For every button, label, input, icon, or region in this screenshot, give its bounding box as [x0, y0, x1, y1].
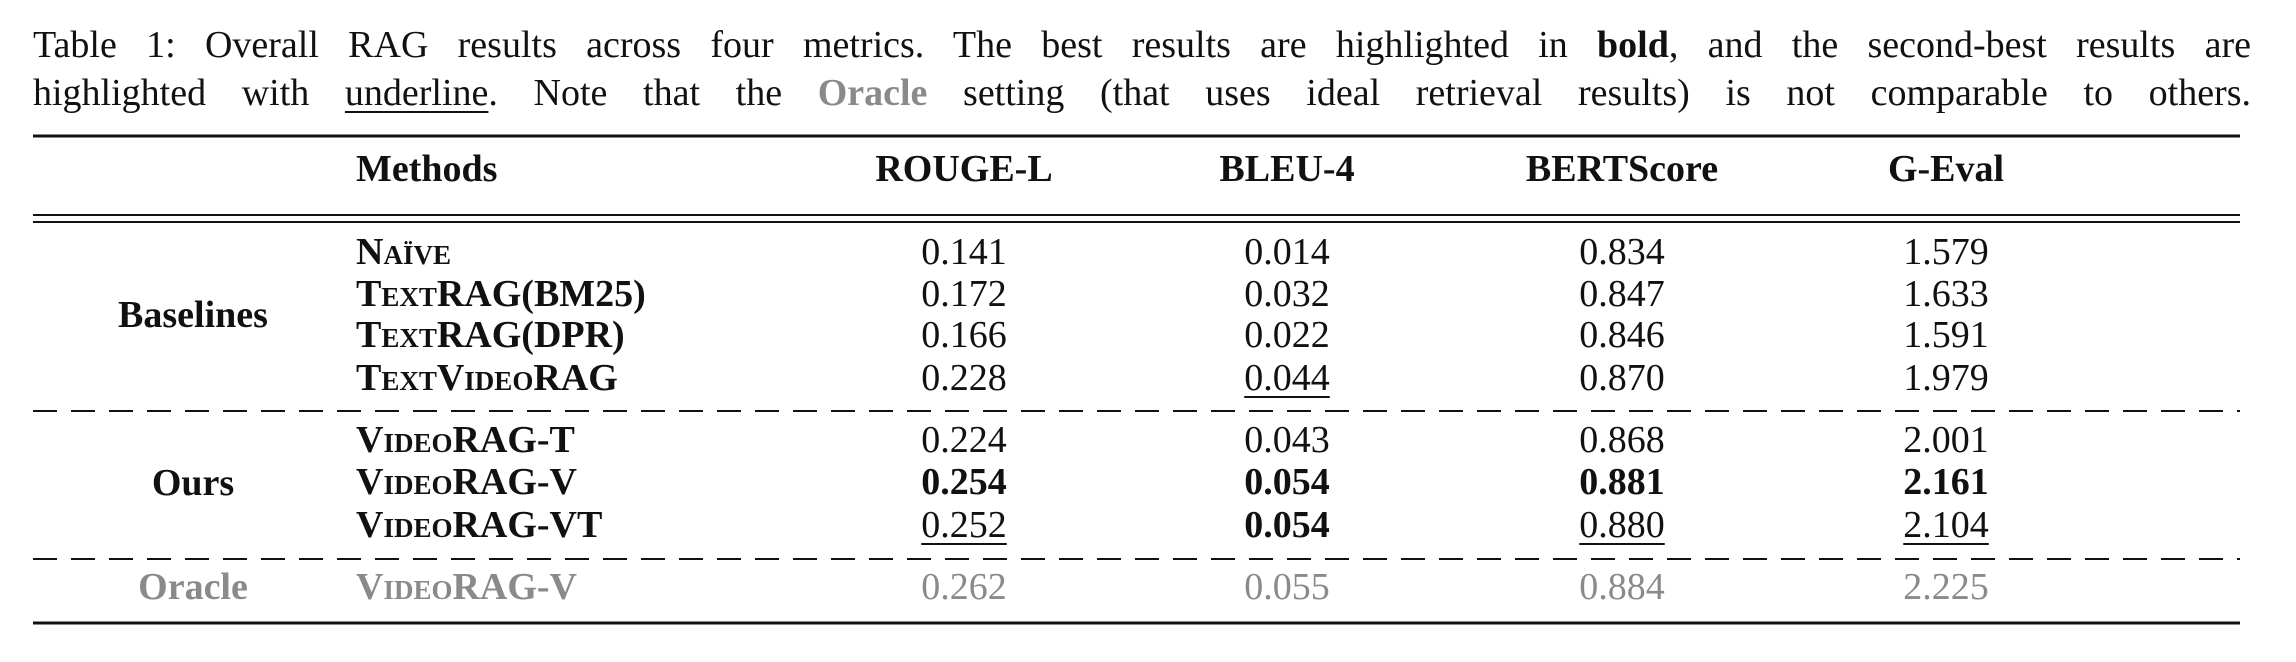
method-name: VideoRAG-T [356, 419, 575, 461]
column-header: ROUGE-L [875, 148, 1053, 190]
group-label: Oracle [138, 566, 248, 608]
metric-value: 0.884 [1579, 566, 1665, 608]
caption-text: Table 1: Overall RAG results across four… [33, 24, 1598, 66]
caption-text: bold [1597, 24, 1669, 66]
metric-value: 0.054 [1244, 461, 1330, 503]
metric-value: 0.166 [921, 314, 1007, 356]
caption-line: Table 1: Overall RAG results across four… [33, 21, 2251, 69]
metric-value: 0.834 [1579, 231, 1665, 273]
method-name: Naïve [356, 231, 451, 273]
metric-value: 0.881 [1579, 461, 1665, 503]
metric-value: 0.055 [1244, 566, 1330, 608]
metric-value: 0.254 [921, 461, 1007, 503]
metric-value: 1.979 [1903, 357, 1989, 399]
caption-text: . Note that the [488, 72, 818, 114]
method-name: VideoRAG-VT [356, 504, 603, 546]
column-header: Methods [356, 148, 498, 190]
caption-text: setting (that uses ideal retrieval resul… [927, 72, 2252, 114]
metric-value: 0.870 [1579, 357, 1665, 399]
metric-value: 0.880 [1579, 504, 1665, 546]
metric-value: 0.868 [1579, 419, 1665, 461]
column-header: BERTScore [1525, 148, 1719, 190]
metric-value: 0.228 [921, 357, 1007, 399]
caption-text: , and the second-best results are [1668, 24, 2251, 66]
caption-text: underline [344, 72, 489, 114]
method-name: TextVideoRAG [356, 357, 618, 399]
column-header: BLEU-4 [1219, 148, 1355, 190]
metric-value: 0.022 [1244, 314, 1330, 356]
metric-value: 0.032 [1244, 273, 1330, 315]
metric-value: 1.633 [1903, 273, 1989, 315]
metric-value: 2.161 [1903, 461, 1989, 503]
metric-value: 2.001 [1903, 419, 1989, 461]
metric-value: 0.054 [1244, 504, 1330, 546]
metric-value: 1.579 [1903, 231, 1989, 273]
method-name: TextRAG(BM25) [356, 273, 646, 315]
caption-line: highlighted with underline. Note that th… [33, 69, 2251, 117]
method-name: VideoRAG-V [356, 566, 577, 608]
metric-value: 0.847 [1579, 273, 1665, 315]
caption-text: highlighted with [33, 72, 345, 114]
group-label: Baselines [118, 294, 268, 336]
metric-value: 0.846 [1579, 314, 1665, 356]
metric-value: 0.141 [921, 231, 1007, 273]
metric-value: 0.043 [1244, 419, 1330, 461]
column-header: G-Eval [1887, 148, 2005, 190]
group-label: Ours [151, 461, 235, 504]
metric-value: 0.044 [1244, 357, 1330, 399]
method-name: VideoRAG-V [356, 461, 577, 503]
metric-value: 1.591 [1903, 314, 1989, 356]
metric-value: 0.224 [921, 419, 1007, 461]
metric-value: 0.252 [921, 504, 1007, 546]
metric-value: 2.225 [1903, 566, 1989, 608]
metric-value: 0.014 [1244, 231, 1330, 273]
metric-value: 0.262 [921, 566, 1007, 608]
method-name: TextRAG(DPR) [356, 314, 625, 356]
caption-text: Oracle [817, 72, 928, 114]
metric-value: 2.104 [1903, 504, 1989, 546]
metric-value: 0.172 [921, 273, 1007, 315]
